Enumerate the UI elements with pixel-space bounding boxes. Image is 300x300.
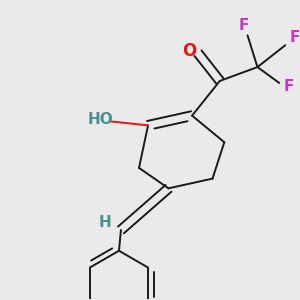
Text: F: F [284,80,294,94]
Text: F: F [290,30,300,45]
Text: F: F [238,18,249,33]
Text: HO: HO [88,112,113,127]
Text: H: H [99,214,112,230]
Text: O: O [182,42,196,60]
